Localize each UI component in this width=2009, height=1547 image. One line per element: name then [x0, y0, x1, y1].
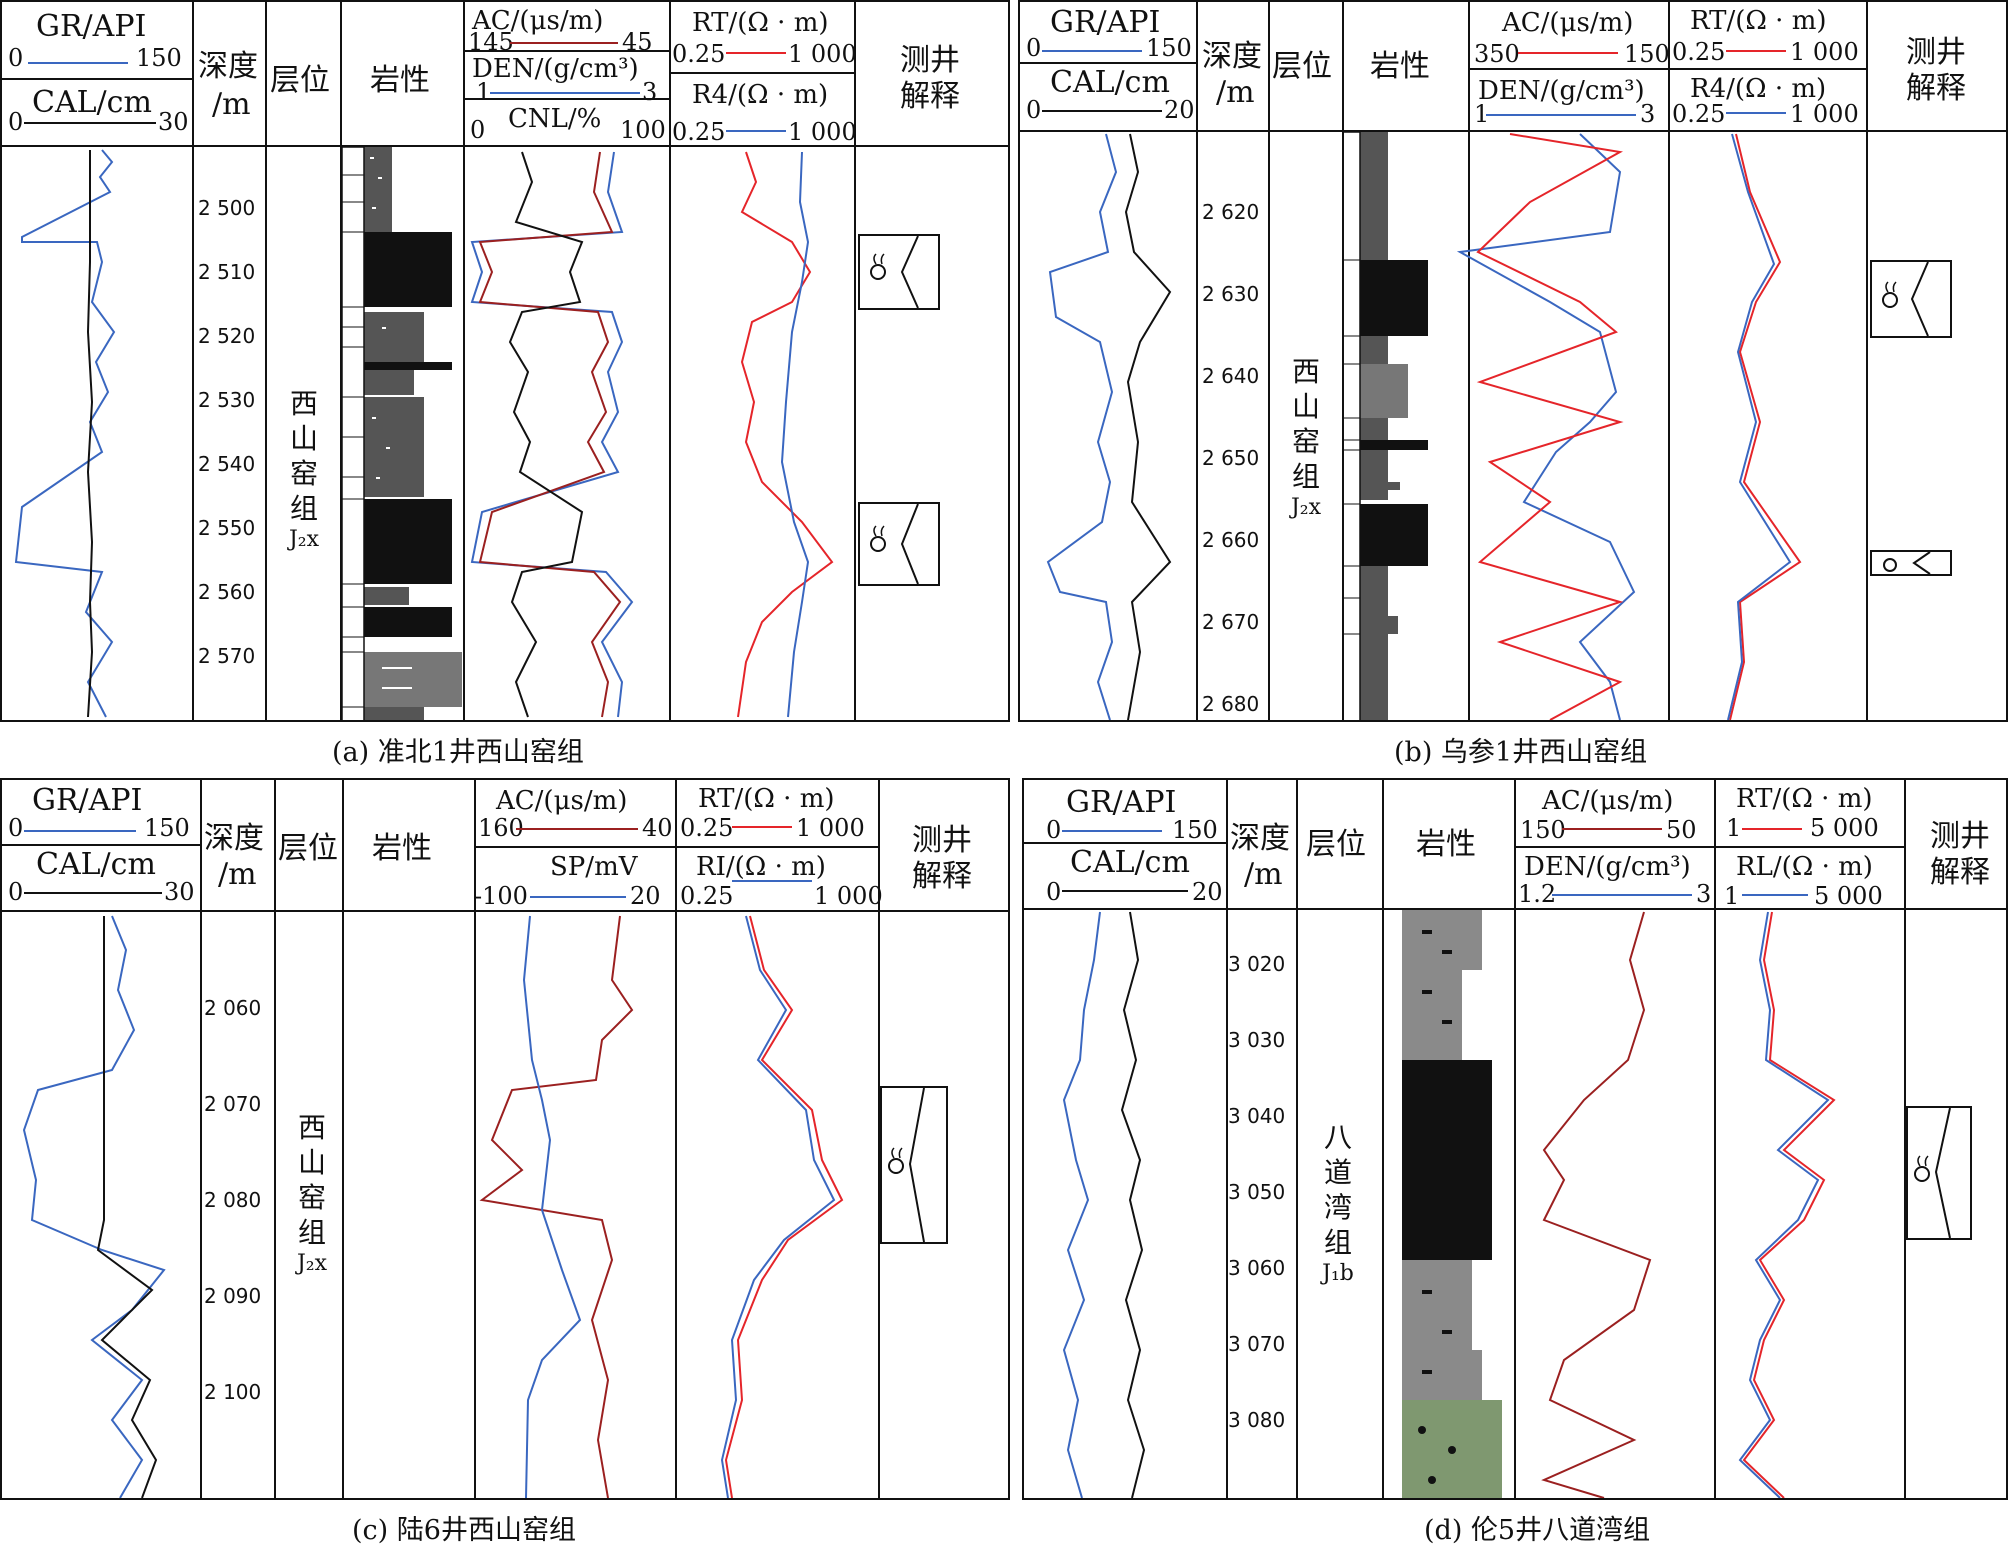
- depth-tick: 2 570: [198, 644, 256, 668]
- ac-label: AC/(μs/m): [472, 6, 604, 36]
- depth-tick: 2 530: [198, 388, 256, 412]
- formation-label: 西山窑组 J₂x: [1290, 355, 1322, 520]
- log-panel-b: GR/API 0 150 CAL/cm 0 20 深度 /m 层位 岩性 AC/…: [1018, 0, 2008, 722]
- caption-d: (d) 伦5井八道湾组: [1424, 1515, 1651, 1546]
- formation-label: 西山窑组 J₂x: [288, 387, 320, 552]
- depth-tick: 3 080: [1228, 1408, 1286, 1432]
- rt-label: RT/(Ω · m): [698, 784, 835, 814]
- r4-label: R4/(Ω · m): [692, 80, 829, 110]
- depth-tick: 2 090: [204, 1284, 262, 1308]
- gr-label: GR/API: [1066, 785, 1177, 820]
- ri-label: RI/(Ω · m): [696, 852, 826, 882]
- log-panel-a: GR/API 0 150 CAL/cm 0 30 深度 /m 层位 岩性 AC/…: [0, 0, 1010, 722]
- cal-label: CAL/cm: [1070, 845, 1190, 880]
- header-divider: [2, 145, 1008, 147]
- den-label: DEN/(g/cm³): [1524, 852, 1691, 882]
- lithology-column: [1341, 131, 1468, 720]
- depth-tick: 3 070: [1228, 1332, 1286, 1356]
- den-label: DEN/(g/cm³): [1478, 76, 1645, 106]
- depth-tick: 2 510: [198, 260, 256, 284]
- depth-tick: 2 630: [1202, 282, 1260, 306]
- gr-label: GR/API: [32, 783, 143, 818]
- cal-label: CAL/cm: [36, 847, 156, 882]
- depth-tick: 2 520: [198, 324, 256, 348]
- depth-tick: 3 050: [1228, 1180, 1286, 1204]
- lithology-header: 岩性: [370, 63, 430, 98]
- rt-label: RT/(Ω · m): [1736, 784, 1873, 814]
- den-label: DEN/(g/cm³): [472, 54, 639, 84]
- depth-tick: 2 650: [1202, 446, 1260, 470]
- depth-tick: 2 100: [204, 1380, 262, 1404]
- ac-label: AC/(μs/m): [1542, 786, 1674, 816]
- lithology-column: [341, 146, 462, 720]
- log-curves: [1046, 133, 1802, 720]
- rl-label: RL/(Ω · m): [1736, 852, 1873, 882]
- depth-tick: 2 060: [204, 996, 262, 1020]
- depth-tick: 2 560: [198, 580, 256, 604]
- log-curves: [1062, 911, 1836, 1498]
- rt-label: RT/(Ω · m): [1690, 6, 1827, 36]
- cal-min: 0: [8, 108, 24, 136]
- log-panel-c: GR/API 0 150 CAL/cm 0 30 深度 /m 层位 岩性 AC/…: [0, 778, 1010, 1500]
- depth-unit: /m: [212, 87, 251, 122]
- interpretation-marker: [858, 502, 940, 586]
- gr-min: 0: [8, 44, 24, 72]
- rt-label: RT/(Ω · m): [692, 8, 829, 38]
- depth-tick: 2 640: [1202, 364, 1260, 388]
- ac-label: AC/(μs/m): [496, 786, 628, 816]
- depth-tick: 2 500: [198, 196, 256, 220]
- interpretation-marker: [858, 234, 940, 310]
- cal-label: CAL/cm: [1050, 65, 1170, 100]
- cnl-label: CNL/%: [508, 104, 602, 134]
- interpretation-marker: [1870, 550, 1952, 576]
- depth-tick: 2 680: [1202, 692, 1260, 716]
- cal-label: CAL/cm: [32, 85, 152, 120]
- interpretation-marker: [1870, 260, 1952, 338]
- interpretation-marker: [1906, 1106, 1972, 1240]
- depth-tick: 2 080: [204, 1188, 262, 1212]
- gr-max: 150: [136, 44, 182, 72]
- depth-tick: 3 030: [1228, 1028, 1286, 1052]
- lithology-column: [1382, 910, 1514, 1498]
- interp-header-2: 解释: [900, 79, 960, 114]
- depth-tick: 2 660: [1202, 528, 1260, 552]
- gr-label: GR/API: [1050, 5, 1161, 40]
- log-curves: [22, 915, 844, 1498]
- depth-tick: 3 020: [1228, 952, 1286, 976]
- gr-label: GR/API: [36, 9, 147, 44]
- caption-b: (b) 乌参1井西山窑组: [1394, 737, 1648, 768]
- depth-header: 深度: [198, 49, 258, 84]
- formation-label: 西山窑组 J₂x: [296, 1111, 328, 1276]
- ac-label: AC/(μs/m): [1502, 8, 1634, 38]
- depth-tick: 2 620: [1202, 200, 1260, 224]
- sp-label: SP/mV: [550, 852, 638, 882]
- caption-a: (a) 准北1井西山窑组: [332, 737, 584, 768]
- interpretation-marker: [880, 1086, 948, 1244]
- depth-tick: 2 670: [1202, 610, 1260, 634]
- depth-tick: 3 040: [1228, 1104, 1286, 1128]
- depth-tick: 2 540: [198, 452, 256, 476]
- interp-header-1: 测井: [900, 43, 960, 78]
- log-panel-d: GR/API 0 150 CAL/cm 0 20 深度 /m 层位 岩性 AC/…: [1022, 778, 2008, 1500]
- depth-tick: 2 550: [198, 516, 256, 540]
- cal-max: 30: [158, 108, 189, 136]
- formation-header: 层位: [270, 63, 330, 98]
- depth-tick: 3 060: [1228, 1256, 1286, 1280]
- depth-tick: 2 070: [204, 1092, 262, 1116]
- r4-label: R4/(Ω · m): [1690, 74, 1827, 104]
- formation-label: 八道湾组 J₁b: [1322, 1121, 1354, 1286]
- caption-c: (c) 陆6井西山窑组: [352, 1515, 576, 1546]
- log-curves: [14, 149, 834, 718]
